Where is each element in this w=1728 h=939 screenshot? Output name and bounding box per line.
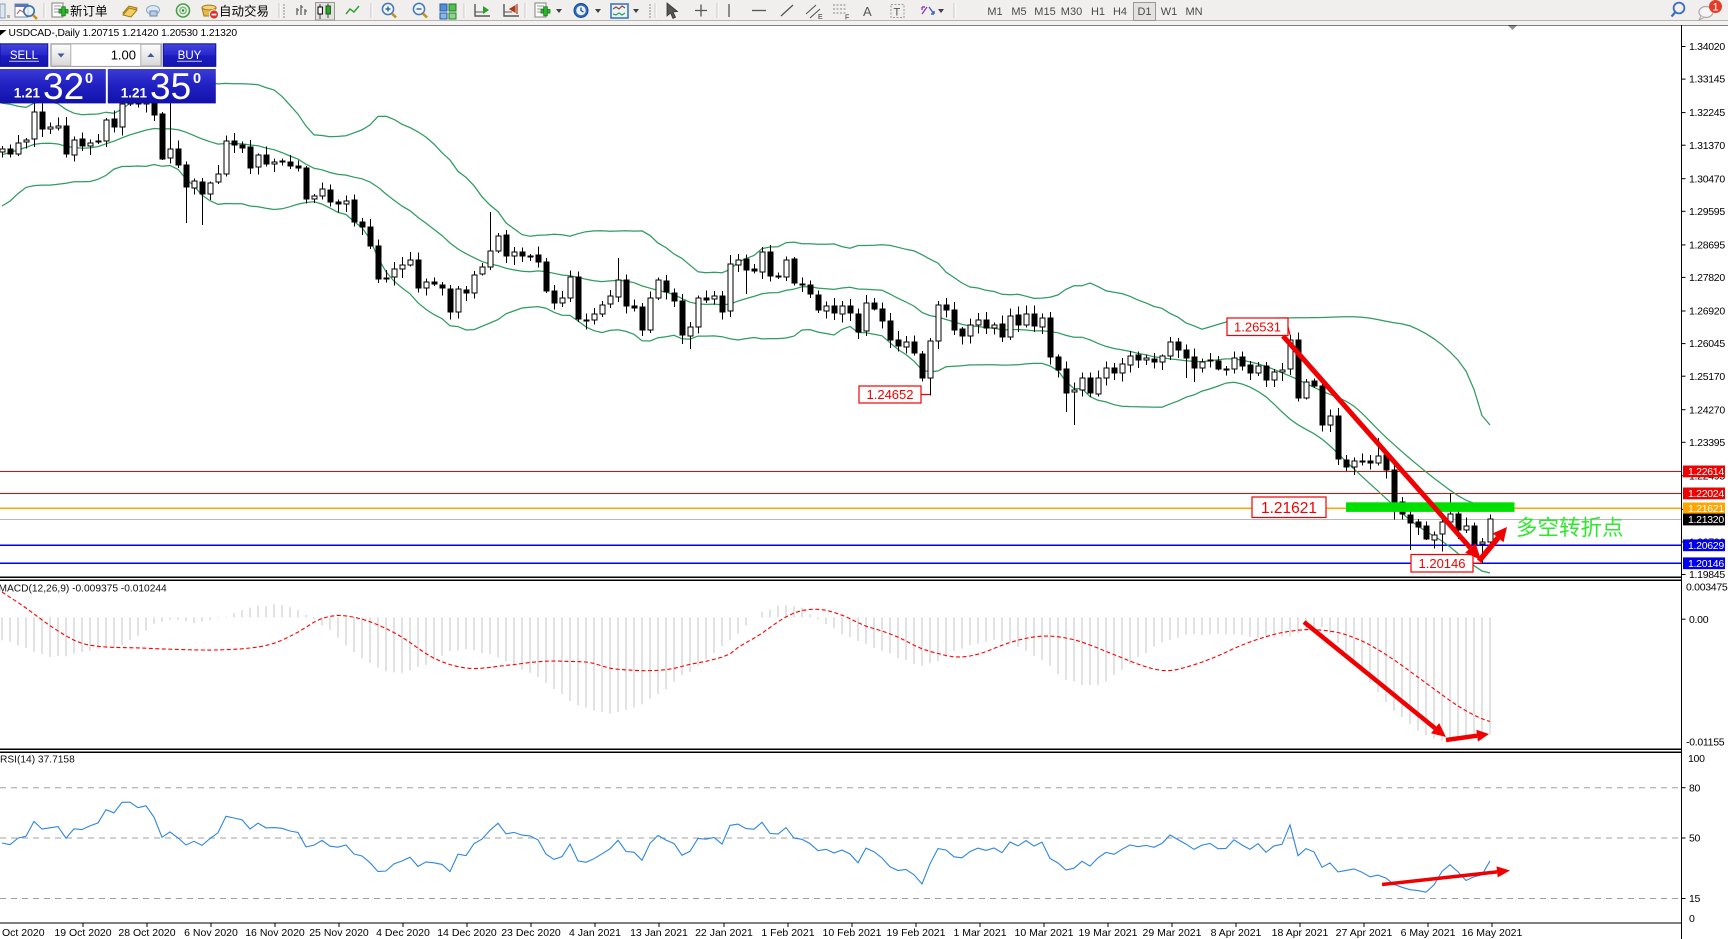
svg-text:-0.01155: -0.01155 — [1686, 737, 1725, 749]
svg-text:27 Apr 2021: 27 Apr 2021 — [1336, 927, 1393, 939]
svg-text:0.003475: 0.003475 — [1686, 582, 1728, 594]
svg-text:1.21621: 1.21621 — [1688, 503, 1724, 515]
svg-text:0.00: 0.00 — [1689, 614, 1709, 626]
svg-text:1.21621: 1.21621 — [1261, 500, 1317, 517]
svg-text:32: 32 — [43, 66, 84, 107]
svg-text:1.21: 1.21 — [14, 86, 41, 101]
svg-text:1.31370: 1.31370 — [1689, 140, 1725, 152]
svg-text:35: 35 — [150, 66, 191, 107]
svg-text:100: 100 — [1688, 753, 1705, 765]
svg-text:18 Apr 2021: 18 Apr 2021 — [1272, 927, 1329, 939]
svg-text:1 Feb 2021: 1 Feb 2021 — [761, 927, 814, 939]
svg-text:H4: H4 — [1113, 6, 1127, 18]
svg-text:1.28695: 1.28695 — [1689, 240, 1725, 252]
svg-text:M15: M15 — [1034, 6, 1055, 18]
svg-text:0: 0 — [193, 71, 201, 87]
svg-text:新订单: 新订单 — [70, 4, 108, 19]
svg-text:多空转折点: 多空转折点 — [1516, 516, 1624, 540]
svg-text:1.19845: 1.19845 — [1689, 569, 1725, 581]
svg-text:29 Mar 2021: 29 Mar 2021 — [1143, 927, 1202, 939]
svg-text:USDCAD-,Daily 1.20715 1.21420: USDCAD-,Daily 1.20715 1.21420 1.20530 1.… — [9, 28, 238, 39]
svg-text:10 Feb 2021: 10 Feb 2021 — [823, 927, 882, 939]
svg-text:1.21320: 1.21320 — [1688, 514, 1724, 526]
svg-text:1.20146: 1.20146 — [1688, 558, 1724, 570]
svg-text:16 Nov 2020: 16 Nov 2020 — [245, 927, 305, 939]
svg-text:MN: MN — [1185, 6, 1202, 18]
svg-text:E: E — [818, 14, 823, 21]
svg-text:1.21: 1.21 — [121, 86, 148, 101]
svg-text:1.27820: 1.27820 — [1689, 272, 1725, 284]
svg-text:1.22614: 1.22614 — [1688, 466, 1724, 478]
svg-text:1 Mar 2021: 1 Mar 2021 — [953, 927, 1006, 939]
svg-text:D1: D1 — [1137, 6, 1151, 18]
svg-text:SELL: SELL — [10, 50, 39, 62]
svg-text:19 Feb 2021: 19 Feb 2021 — [887, 927, 946, 939]
svg-text:1.30470: 1.30470 — [1689, 173, 1725, 185]
svg-text:M1: M1 — [987, 6, 1002, 18]
svg-text:Oct 2020: Oct 2020 — [2, 927, 45, 939]
svg-text:50: 50 — [1689, 833, 1701, 845]
svg-text:1.26531: 1.26531 — [1234, 319, 1281, 334]
svg-text:A: A — [863, 4, 872, 19]
svg-text:1: 1 — [1712, 2, 1718, 14]
svg-text:H1: H1 — [1091, 6, 1105, 18]
svg-text:1.26920: 1.26920 — [1689, 306, 1725, 318]
svg-text:15: 15 — [1689, 893, 1701, 905]
svg-text:10 Mar 2021: 10 Mar 2021 — [1015, 927, 1074, 939]
svg-text:1.32245: 1.32245 — [1689, 107, 1725, 119]
svg-text:自动交易: 自动交易 — [219, 4, 269, 19]
svg-text:MACD(12,26,9) -0.009375 -0.010: MACD(12,26,9) -0.009375 -0.010244 — [0, 584, 167, 595]
svg-text:1.20629: 1.20629 — [1688, 540, 1724, 552]
svg-text:W1: W1 — [1161, 6, 1178, 18]
svg-text:80: 80 — [1689, 782, 1701, 794]
svg-text:1.34020: 1.34020 — [1689, 41, 1725, 53]
svg-text:1.29595: 1.29595 — [1689, 206, 1725, 218]
svg-text:22 Jan 2021: 22 Jan 2021 — [695, 927, 753, 939]
svg-text:1.00: 1.00 — [111, 48, 136, 63]
svg-text:23 Dec 2020: 23 Dec 2020 — [501, 927, 561, 939]
svg-text:0: 0 — [1689, 913, 1695, 925]
svg-text:4 Dec 2020: 4 Dec 2020 — [376, 927, 430, 939]
svg-text:M5: M5 — [1011, 6, 1026, 18]
svg-text:1.33145: 1.33145 — [1689, 74, 1725, 86]
svg-text:M30: M30 — [1061, 6, 1082, 18]
svg-text:1.25170: 1.25170 — [1689, 371, 1725, 383]
svg-text:16 May 2021: 16 May 2021 — [1462, 927, 1523, 939]
svg-text:6 Nov 2020: 6 Nov 2020 — [184, 927, 238, 939]
svg-text:6 May 2021: 6 May 2021 — [1401, 927, 1456, 939]
svg-text:4 Jan 2021: 4 Jan 2021 — [569, 927, 621, 939]
svg-text:BUY: BUY — [178, 50, 202, 62]
svg-text:1.26045: 1.26045 — [1689, 338, 1725, 350]
svg-text:8 Apr 2021: 8 Apr 2021 — [1211, 927, 1262, 939]
svg-text:RSI(14) 37.7158: RSI(14) 37.7158 — [0, 755, 75, 766]
svg-text:25 Nov 2020: 25 Nov 2020 — [309, 927, 369, 939]
svg-text:19 Oct 2020: 19 Oct 2020 — [54, 927, 111, 939]
svg-text:28 Oct 2020: 28 Oct 2020 — [118, 927, 175, 939]
svg-text:1.24270: 1.24270 — [1689, 404, 1725, 416]
svg-text:T: T — [894, 7, 901, 19]
svg-text:1.22024: 1.22024 — [1688, 488, 1724, 500]
svg-text:14 Dec 2020: 14 Dec 2020 — [437, 927, 497, 939]
svg-text:19 Mar 2021: 19 Mar 2021 — [1079, 927, 1138, 939]
svg-text:0: 0 — [85, 71, 93, 87]
svg-text:F: F — [845, 15, 849, 22]
svg-text:1.24652: 1.24652 — [867, 387, 914, 402]
svg-text:1.23395: 1.23395 — [1689, 437, 1725, 449]
svg-text:1.20146: 1.20146 — [1419, 556, 1466, 571]
svg-text:13 Jan 2021: 13 Jan 2021 — [630, 927, 688, 939]
